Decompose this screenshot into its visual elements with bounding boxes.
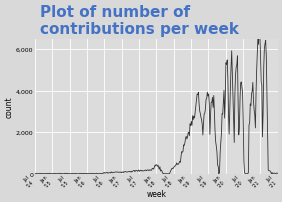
- Y-axis label: count: count: [4, 96, 13, 117]
- Text: Plot of number of
contributions per week: Plot of number of contributions per week: [40, 5, 239, 37]
- X-axis label: week: week: [146, 189, 166, 198]
